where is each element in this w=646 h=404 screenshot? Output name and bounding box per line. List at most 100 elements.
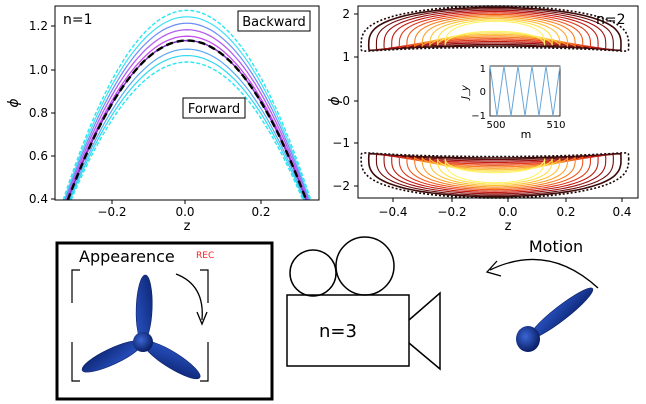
n1-axes-frame	[54, 5, 320, 201]
inset-ytick-label: 0	[480, 87, 486, 98]
forward-label: Forward	[188, 102, 240, 117]
n1-ytick-label: 0.6	[29, 149, 48, 163]
forward-annotation: Forward	[182, 97, 246, 119]
inset-x-ticks: 500 510	[486, 120, 565, 131]
n2-x-ticks: −0.4 −0.2 0.0 0.2 0.4	[378, 198, 632, 219]
n2-ytick-label: 2	[342, 7, 350, 21]
inset-series-line	[489, 65, 561, 117]
backward-annotation: Backward	[237, 10, 311, 32]
n2-contour-line	[429, 17, 561, 47]
inset-xtick-label: 510	[546, 120, 565, 131]
motion-panel: Motion	[485, 237, 599, 352]
propeller	[81, 274, 201, 380]
n1-contour-line	[70, 61, 304, 201]
n2-contour-line	[375, 8, 614, 50]
n2-contour-line	[414, 156, 576, 189]
propeller-side-view	[516, 287, 594, 352]
inset-xtick-label: 500	[486, 120, 505, 131]
n1-ytick-label: 0.4	[29, 192, 48, 206]
n2-contour-line	[436, 158, 553, 185]
n2-contour-line	[360, 5, 630, 52]
n1-xtick-label: 0.0	[175, 205, 194, 219]
n2-ytick-label: 1	[342, 50, 350, 64]
appearance-panel: Appearence REC	[55, 241, 274, 401]
n2-contour-line	[367, 152, 622, 198]
n1-contour-line	[67, 39, 307, 201]
n2-ylabel: ϕ	[327, 96, 343, 105]
motion-arrow	[489, 258, 599, 289]
n1-contour-line	[68, 48, 306, 201]
appearance-label: Appearence	[79, 247, 175, 266]
motion-label: Motion	[529, 237, 583, 256]
n2-contour-line	[375, 154, 614, 196]
viewfinder-corners	[71, 269, 209, 382]
inset-y-ticks: 1 0 −1	[471, 64, 486, 122]
n2-xtick-label: −0.2	[437, 205, 466, 219]
n1-contour-line	[69, 54, 305, 201]
n2-contour-line	[421, 156, 569, 188]
n2-ytick-label: −1	[332, 136, 350, 150]
rotation-arrow	[175, 273, 203, 321]
n2-contour-line	[383, 9, 607, 50]
n1-ytick-label: 1.0	[29, 63, 48, 77]
n1-xtick-label: −0.2	[97, 205, 126, 219]
n2-contours	[360, 5, 630, 199]
n2-contour-line	[391, 155, 599, 193]
n1-ytick-label: 0.8	[29, 106, 48, 120]
camera-icon	[286, 236, 441, 371]
inset-ylabel: J_y	[460, 84, 471, 101]
n1-contour-line	[64, 22, 310, 201]
n2-xtick-label: 0.0	[498, 205, 517, 219]
n2-contour-line	[444, 20, 546, 46]
backward-label: Backward	[242, 15, 306, 30]
n2-contour-line	[444, 158, 546, 184]
n2-ytick-label: 0	[342, 94, 350, 108]
n2-xtick-label: 0.2	[556, 205, 575, 219]
n1-label: n=1	[63, 12, 93, 28]
camera-reel-large	[335, 236, 395, 296]
propeller-hub	[516, 326, 540, 352]
n1-contour-line	[63, 16, 311, 201]
inset-plot: 1 0 −1 500 510 m J_y	[452, 60, 566, 141]
n2-contour-line	[429, 157, 561, 187]
camera-body	[286, 294, 410, 367]
n1-xtick-label: 0.2	[251, 205, 270, 219]
n1-xlabel: z	[184, 219, 191, 234]
camera-lens	[408, 291, 441, 371]
camera-reel-small	[289, 249, 337, 297]
n1-contour-line	[62, 9, 312, 201]
n2-xlabel: z	[505, 219, 512, 234]
n2-xtick-label: −0.4	[378, 205, 407, 219]
n2-contour-line	[367, 6, 622, 52]
motion-arrowhead	[485, 260, 502, 277]
inset-xlabel: m	[521, 128, 532, 141]
n2-contour-line	[406, 13, 584, 48]
n1-ytick-label: 1.2	[29, 19, 48, 33]
n1-contour-line	[66, 35, 308, 201]
n2-contour-line	[406, 156, 584, 191]
rotation-arrowhead	[196, 311, 208, 326]
n2-contour-line	[391, 11, 599, 49]
panel-n2: n=2 2 1 0 −1 −2 −0.4 −0.2 0.0 0.2 0.4 z …	[327, 5, 639, 234]
n2-contour-line	[360, 152, 630, 199]
n2-ytick-label: −2	[332, 179, 350, 193]
propeller-hub	[133, 332, 153, 352]
n2-y-ticks: 2 1 0 −1 −2	[332, 7, 358, 193]
n1-ylabel: ϕ	[6, 98, 22, 107]
inset-ytick-label: −1	[471, 111, 486, 122]
n1-reference-curve	[66, 39, 308, 201]
n1-curves	[62, 9, 312, 201]
inset-ytick-label: 1	[480, 64, 486, 75]
n2-xtick-label: 0.4	[612, 205, 631, 219]
propeller-blade	[135, 274, 153, 342]
inset-series	[489, 65, 561, 117]
n2-contour-line	[421, 16, 569, 48]
n2-contour-line	[436, 19, 553, 46]
n2-contour-line	[414, 15, 576, 48]
n2-label: n=2	[596, 12, 626, 28]
n2-axes-frame	[357, 5, 639, 199]
appearance-frame	[55, 241, 274, 401]
n2-contour-line	[383, 154, 607, 195]
rec-label: REC	[196, 251, 214, 261]
